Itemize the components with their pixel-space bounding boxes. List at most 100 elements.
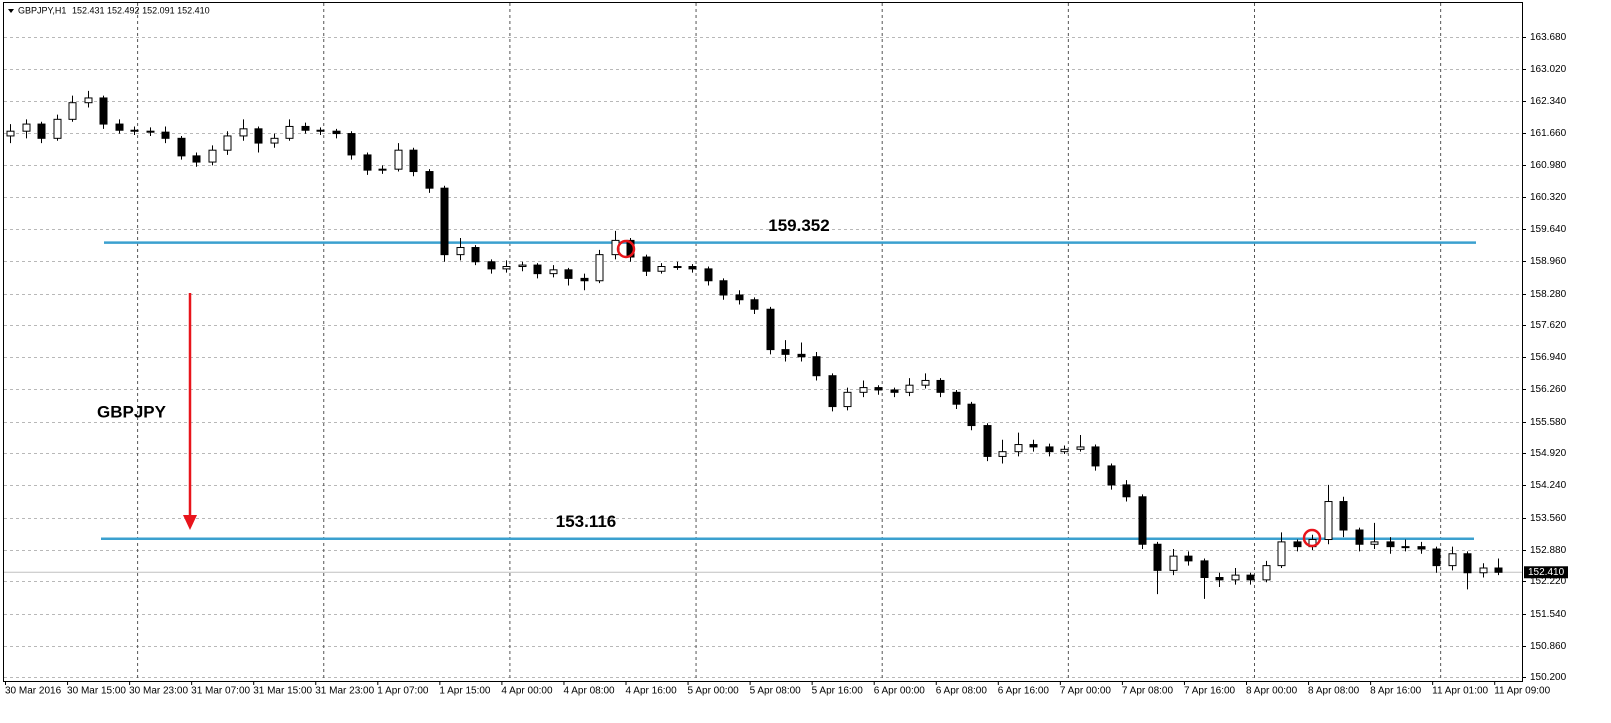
candle-body bbox=[332, 130, 341, 135]
x-tick-label: 1 Apr 15:00 bbox=[439, 686, 491, 697]
x-tick-label: 30 Mar 15:00 bbox=[67, 686, 126, 697]
candle-body bbox=[425, 171, 434, 189]
candle-body bbox=[192, 155, 201, 163]
x-tick-label: 5 Apr 00:00 bbox=[688, 686, 740, 697]
x-tick-label: 1 Apr 07:00 bbox=[377, 686, 429, 697]
candle-body bbox=[1045, 446, 1054, 453]
candle-body bbox=[595, 254, 604, 282]
y-tick-label: 160.320 bbox=[1530, 192, 1567, 203]
candle-body bbox=[952, 391, 961, 405]
y-tick-label: 158.280 bbox=[1530, 289, 1567, 300]
candle-body bbox=[1076, 446, 1085, 450]
candle-body bbox=[68, 102, 77, 120]
candle-body bbox=[456, 247, 465, 256]
x-tick-label: 31 Mar 07:00 bbox=[191, 686, 250, 697]
candle-body bbox=[719, 280, 728, 296]
y-tick-label: 156.940 bbox=[1530, 352, 1567, 363]
candle-body bbox=[1370, 541, 1379, 545]
candle-body bbox=[1107, 465, 1116, 486]
candle-body bbox=[1231, 574, 1240, 581]
x-tick-label: 6 Apr 16:00 bbox=[998, 686, 1050, 697]
candle-body bbox=[1153, 543, 1162, 571]
x-tick-label: 8 Apr 08:00 bbox=[1308, 686, 1360, 697]
candle-body bbox=[115, 123, 124, 131]
x-tick-label: 5 Apr 08:00 bbox=[750, 686, 802, 697]
arrow-head bbox=[183, 515, 197, 530]
candle-body bbox=[1122, 484, 1131, 498]
candle-body bbox=[1200, 560, 1209, 578]
candle-body bbox=[812, 356, 821, 377]
candle-body bbox=[735, 294, 744, 301]
candle-body bbox=[1262, 565, 1271, 581]
y-tick-label: 156.260 bbox=[1530, 384, 1567, 395]
candle-body bbox=[1355, 529, 1364, 545]
x-tick-label: 30 Mar 2016 bbox=[5, 686, 62, 697]
candle-body bbox=[905, 384, 914, 393]
candle-body bbox=[704, 268, 713, 282]
candle-body bbox=[998, 451, 1007, 457]
candle-body bbox=[239, 128, 248, 137]
candle-body bbox=[688, 266, 697, 270]
y-tick-label: 152.220 bbox=[1530, 576, 1567, 587]
x-tick-label: 8 Apr 00:00 bbox=[1246, 686, 1298, 697]
x-tick-label: 11 Apr 01:00 bbox=[1432, 686, 1488, 697]
candle-body bbox=[781, 349, 790, 355]
y-tick-label: 150.200 bbox=[1530, 672, 1567, 683]
candle-body bbox=[146, 130, 155, 133]
candle-body bbox=[347, 133, 356, 156]
candle-body bbox=[983, 425, 992, 457]
candle-body bbox=[223, 135, 232, 151]
x-tick-label: 30 Mar 23:00 bbox=[129, 686, 188, 697]
candle-body bbox=[890, 389, 899, 393]
candle-body bbox=[564, 269, 573, 279]
candle-body bbox=[874, 387, 883, 391]
candle-body bbox=[53, 118, 62, 139]
candle-body bbox=[440, 187, 449, 256]
y-tick-label: 157.620 bbox=[1530, 320, 1567, 331]
x-tick-label: 4 Apr 16:00 bbox=[626, 686, 678, 697]
candle-body bbox=[1215, 576, 1224, 581]
candle-body bbox=[487, 261, 496, 270]
candle-body bbox=[1169, 555, 1178, 571]
candle-body bbox=[1014, 444, 1023, 453]
highlight-circle bbox=[1302, 528, 1322, 548]
y-tick-label: 151.540 bbox=[1530, 609, 1567, 620]
x-tick-label: 31 Mar 23:00 bbox=[315, 686, 374, 697]
candle-body bbox=[208, 149, 217, 163]
candle-body bbox=[797, 353, 806, 358]
y-tick-label: 159.640 bbox=[1530, 224, 1567, 235]
candle-body bbox=[1463, 553, 1472, 574]
candle-body bbox=[22, 123, 31, 132]
candle-body bbox=[84, 97, 93, 104]
candle-body bbox=[1293, 541, 1302, 548]
candle-body bbox=[1339, 501, 1348, 531]
y-tick-label: 158.960 bbox=[1530, 256, 1567, 267]
candle-body bbox=[1029, 444, 1038, 448]
y-tick-label: 161.660 bbox=[1530, 128, 1567, 139]
candle-body bbox=[254, 128, 263, 144]
x-tick-label: 4 Apr 00:00 bbox=[501, 686, 553, 697]
candle-body bbox=[1386, 541, 1395, 548]
candle-body bbox=[1448, 553, 1457, 567]
candle-body bbox=[533, 264, 542, 275]
candle-body bbox=[580, 277, 589, 282]
candle-body bbox=[828, 375, 837, 408]
x-tick-label: 4 Apr 08:00 bbox=[563, 686, 615, 697]
candle-body bbox=[518, 264, 527, 268]
x-tick-label: 31 Mar 15:00 bbox=[253, 686, 312, 697]
x-tick-label: 7 Apr 00:00 bbox=[1060, 686, 1112, 697]
candle-body bbox=[161, 131, 170, 139]
candle-body bbox=[130, 129, 139, 132]
annotation: GBPJPY bbox=[97, 402, 167, 421]
y-tick-label: 162.340 bbox=[1530, 96, 1567, 107]
candle-body bbox=[1246, 574, 1255, 581]
highlight-circle bbox=[616, 239, 636, 259]
y-tick-label: 152.880 bbox=[1530, 545, 1567, 556]
candle-body bbox=[1138, 496, 1147, 545]
candle-body bbox=[37, 123, 46, 139]
candle-body bbox=[642, 256, 651, 272]
level-label: 153.116 bbox=[556, 512, 617, 531]
y-tick-label: 153.560 bbox=[1530, 513, 1567, 524]
candle-body bbox=[471, 247, 480, 263]
